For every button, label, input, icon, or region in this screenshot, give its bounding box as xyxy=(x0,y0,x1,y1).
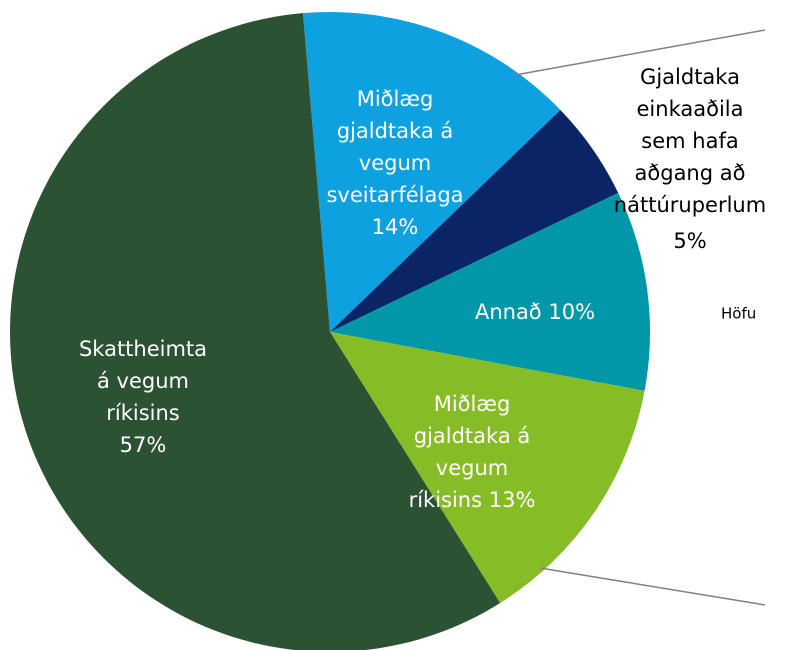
slice xyxy=(330,332,645,604)
label-line: Annað xyxy=(475,300,542,324)
slice-label: Gjaldtaka einkaaðila sem hafa aðgang að nátt… xyxy=(614,65,766,253)
value-label: 5% xyxy=(673,229,706,253)
label-line: gjaldtaka á xyxy=(337,119,454,143)
label-line: Miðlæg xyxy=(434,392,511,416)
label-line: Gjaldtaka xyxy=(640,65,740,89)
label-line: ríkisins xyxy=(106,401,180,425)
slice-label: Miðlæg gjaldtaka á vegum sveitarfélaga 14% xyxy=(326,87,463,239)
leader-line xyxy=(514,29,766,76)
leader-line xyxy=(539,567,766,606)
value-label: 13% xyxy=(489,488,536,512)
label-line: gjaldtaka á xyxy=(414,424,531,448)
annotation: Höfu xyxy=(721,305,756,323)
label-line: aðgang að xyxy=(635,161,746,185)
label-line: sveitarfélaga xyxy=(326,183,463,207)
slice-label: Skattheimta á vegum ríkisins 57% xyxy=(79,337,207,457)
slice-label: Miðlæg gjaldtaka á vegum ríkisins 13% xyxy=(409,392,536,512)
slice xyxy=(330,192,651,391)
slices xyxy=(10,12,651,650)
slice-label: Annað 10% xyxy=(475,300,595,324)
slice xyxy=(10,13,501,650)
label-line: Miðlæg xyxy=(357,87,434,111)
label-line: Skattheimta xyxy=(79,337,207,361)
label-line: vegum xyxy=(359,151,431,175)
slice xyxy=(330,109,619,332)
label-line: einkaaðila xyxy=(637,97,744,121)
label-line: sem hafa xyxy=(641,129,738,153)
label-line: á vegum xyxy=(97,369,189,393)
label-line: ríkisins xyxy=(409,488,483,512)
slice xyxy=(302,12,561,333)
label-line: náttúruperlum xyxy=(614,193,766,217)
value-label: 14% xyxy=(372,215,419,239)
label-line: vegum xyxy=(436,456,508,480)
value-label: 10% xyxy=(548,300,595,324)
value-label: 57% xyxy=(120,433,167,457)
